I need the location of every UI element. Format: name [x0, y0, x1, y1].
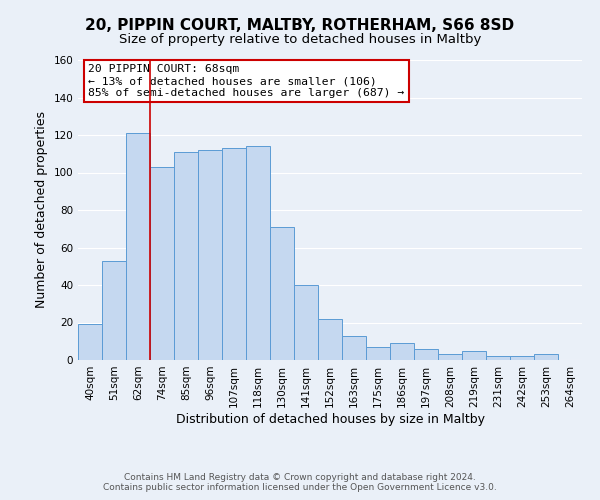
Bar	[318, 319, 342, 360]
Bar	[486, 356, 510, 360]
Bar	[390, 343, 414, 360]
Bar	[126, 133, 150, 360]
Bar	[270, 227, 294, 360]
X-axis label: Distribution of detached houses by size in Maltby: Distribution of detached houses by size …	[176, 412, 485, 426]
Bar	[510, 356, 534, 360]
Bar	[174, 152, 198, 360]
Bar	[366, 347, 390, 360]
Bar	[294, 285, 318, 360]
Bar	[438, 354, 462, 360]
Bar	[462, 350, 486, 360]
Bar	[102, 260, 126, 360]
Text: 20, PIPPIN COURT, MALTBY, ROTHERHAM, S66 8SD: 20, PIPPIN COURT, MALTBY, ROTHERHAM, S66…	[85, 18, 515, 32]
Text: Size of property relative to detached houses in Maltby: Size of property relative to detached ho…	[119, 32, 481, 46]
Text: Contains HM Land Registry data © Crown copyright and database right 2024.
Contai: Contains HM Land Registry data © Crown c…	[103, 473, 497, 492]
Bar	[414, 349, 438, 360]
Bar	[150, 167, 174, 360]
Text: 20 PIPPIN COURT: 68sqm
← 13% of detached houses are smaller (106)
85% of semi-de: 20 PIPPIN COURT: 68sqm ← 13% of detached…	[88, 64, 404, 98]
Bar	[534, 354, 558, 360]
Bar	[342, 336, 366, 360]
Bar	[246, 146, 270, 360]
Bar	[198, 150, 222, 360]
Bar	[78, 324, 102, 360]
Y-axis label: Number of detached properties: Number of detached properties	[35, 112, 48, 308]
Bar	[222, 148, 246, 360]
